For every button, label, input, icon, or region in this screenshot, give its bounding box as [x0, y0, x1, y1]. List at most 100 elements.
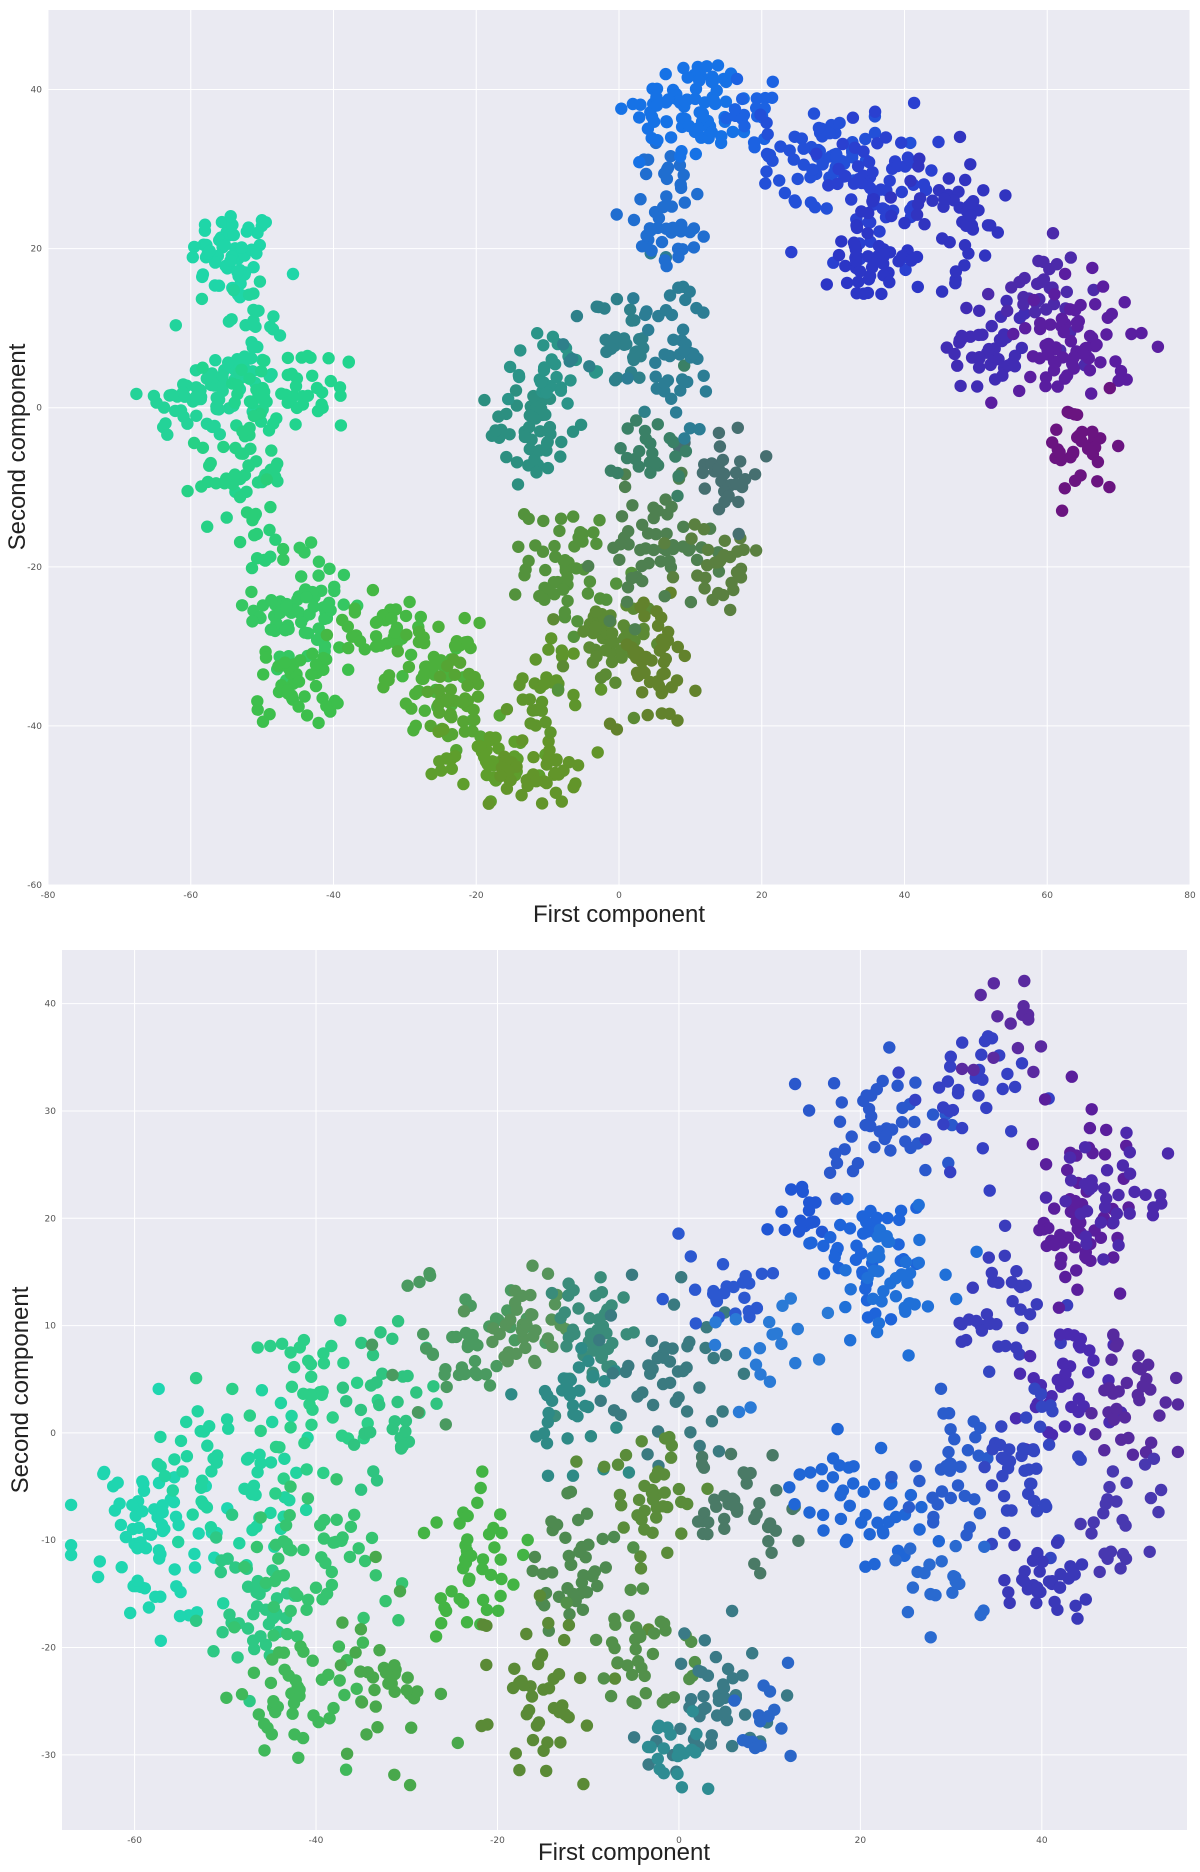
data-point: [316, 1593, 329, 1606]
data-point: [944, 1165, 957, 1179]
data-point: [1015, 341, 1028, 355]
data-point: [841, 1192, 854, 1206]
data-point: [473, 739, 487, 753]
data-point: [1032, 254, 1045, 268]
data-point: [665, 500, 678, 513]
data-point: [913, 1474, 926, 1488]
data-point: [525, 1690, 539, 1703]
data-point: [877, 1285, 890, 1298]
data-point: [627, 292, 640, 305]
data-point: [582, 1354, 595, 1368]
data-point: [584, 1430, 598, 1443]
data-point: [872, 1245, 885, 1258]
data-point: [627, 353, 640, 367]
data-point: [892, 1238, 905, 1251]
data-point: [350, 1376, 364, 1389]
data-point: [788, 1498, 801, 1511]
data-point: [500, 450, 513, 464]
data-point: [385, 612, 398, 625]
data-point: [471, 690, 485, 703]
x-tick-label: 20: [855, 1836, 867, 1846]
data-point: [1074, 1207, 1088, 1220]
data-point: [561, 397, 574, 410]
data-point: [833, 1115, 847, 1128]
data-point: [951, 359, 964, 372]
data-point: [686, 1705, 699, 1718]
data-point: [1022, 1013, 1035, 1026]
data-point: [1051, 380, 1064, 393]
data-point: [678, 432, 691, 445]
data-point: [502, 392, 515, 406]
data-point: [857, 1227, 870, 1240]
data-point: [541, 1736, 554, 1749]
data-point: [1068, 1241, 1082, 1254]
data-point: [1023, 1349, 1037, 1363]
data-point: [301, 389, 315, 402]
data-point: [212, 403, 225, 416]
data-point: [224, 254, 237, 267]
data-point: [352, 1542, 365, 1555]
data-point: [220, 1413, 234, 1426]
data-point: [425, 767, 438, 781]
data-point: [151, 1457, 164, 1471]
data-point: [335, 1534, 348, 1547]
data-point: [693, 423, 706, 436]
data-point: [487, 1322, 500, 1335]
data-point: [983, 1184, 996, 1197]
data-point: [1059, 1270, 1072, 1284]
data-point: [373, 1644, 386, 1657]
data-point: [1013, 1367, 1027, 1380]
data-point: [457, 715, 470, 728]
data-point: [1028, 1382, 1041, 1395]
data-point: [354, 1665, 367, 1678]
data-point: [935, 1485, 949, 1498]
data-point: [695, 1450, 709, 1464]
data-point: [667, 333, 680, 346]
data-point: [250, 1600, 264, 1613]
data-point: [547, 1701, 561, 1715]
data-point: [941, 1075, 955, 1088]
data-point: [1027, 293, 1041, 307]
data-point: [317, 1466, 330, 1480]
data-point: [625, 1268, 639, 1281]
data-point: [173, 1609, 187, 1623]
data-point: [647, 1627, 661, 1640]
data-point: [369, 1569, 382, 1582]
data-point: [748, 1741, 762, 1755]
data-point: [761, 1223, 774, 1236]
data-point: [566, 425, 580, 438]
data-point: [1048, 288, 1061, 301]
data-point: [180, 1450, 194, 1463]
data-point: [998, 1526, 1011, 1540]
data-point: [763, 1685, 777, 1698]
data-point: [960, 1528, 973, 1542]
data-point: [1086, 261, 1099, 275]
data-point: [531, 327, 544, 340]
data-point: [1105, 307, 1119, 321]
data-point: [191, 1405, 204, 1418]
data-point: [607, 1530, 621, 1544]
data-point: [1018, 322, 1032, 335]
data-point: [562, 1277, 575, 1290]
data-point: [247, 261, 260, 274]
data-point: [126, 1498, 139, 1512]
data-point: [985, 1266, 998, 1280]
data-point: [850, 287, 863, 300]
data-point: [624, 303, 637, 316]
data-point: [948, 1433, 961, 1446]
data-point: [222, 1422, 235, 1435]
data-point: [154, 1430, 167, 1444]
data-point: [1011, 1041, 1025, 1055]
data-point: [625, 1668, 639, 1681]
data-point: [1003, 1455, 1017, 1468]
data-point: [503, 360, 517, 374]
data-point: [791, 1322, 804, 1336]
data-point: [657, 656, 671, 669]
data-point: [537, 339, 550, 352]
data-point: [64, 1498, 78, 1512]
data-point: [909, 1093, 922, 1107]
data-point: [629, 1696, 642, 1710]
data-point: [641, 708, 654, 722]
data-point: [629, 1643, 642, 1656]
data-point: [1085, 387, 1098, 400]
